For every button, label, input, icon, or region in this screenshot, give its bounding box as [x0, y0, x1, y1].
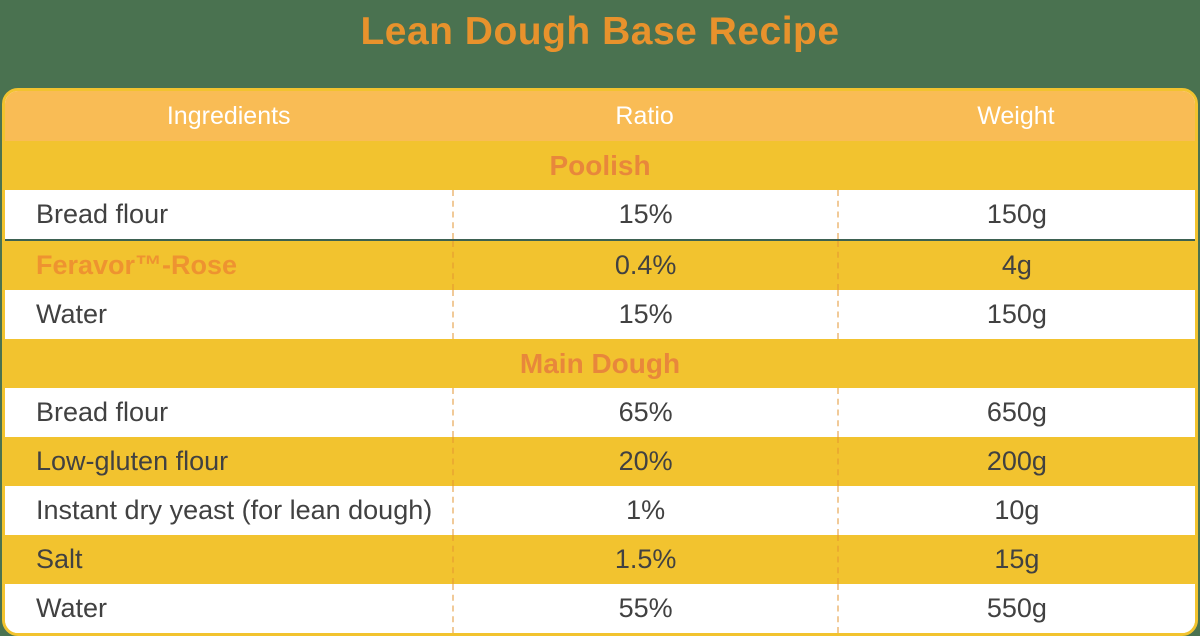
weight-cell: 200g: [836, 437, 1195, 486]
ratio-cell: 1.5%: [452, 535, 836, 584]
ratio-cell: 0.4%: [452, 241, 836, 290]
page-title: Lean Dough Base Recipe: [360, 10, 840, 53]
table-header-row: Ingredients Ratio Weight: [5, 91, 1195, 141]
ingredient-cell: Water: [36, 299, 108, 329]
table-body: Poolish Bread flour 15% 150g Feravor™-Rose 0.…: [5, 141, 1195, 633]
ingredient-cell: Low-gluten flour: [36, 446, 229, 476]
table-row: Bread flour 15% 150g: [5, 190, 1195, 239]
weight-cell: 4g: [836, 241, 1195, 290]
ingredient-cell: Salt: [36, 544, 83, 574]
table-row: Water 15% 150g: [5, 290, 1195, 339]
ingredient-cell: Bread flour: [36, 397, 169, 427]
section-row: Poolish: [5, 141, 1195, 190]
weight-cell: 150g: [836, 190, 1195, 239]
weight-cell: 150g: [836, 290, 1195, 339]
ingredient-cell: Feravor™-Rose: [36, 250, 238, 280]
table-row: Bread flour 65% 650g: [5, 388, 1195, 437]
ingredient-cell: Water: [36, 593, 108, 623]
ratio-cell: 20%: [452, 437, 836, 486]
weight-cell: 550g: [836, 584, 1195, 633]
recipe-table: Ingredients Ratio Weight Poolish Bread fl…: [2, 88, 1198, 636]
ingredient-cell: Bread flour: [36, 199, 169, 229]
weight-cell: 10g: [836, 486, 1195, 535]
ratio-cell: 55%: [452, 584, 836, 633]
column-header-weight: Weight: [977, 101, 1055, 130]
ingredient-cell: Instant dry yeast (for lean dough): [36, 495, 433, 525]
table-row: Feravor™-Rose 0.4% 4g: [5, 239, 1195, 290]
ratio-cell: 15%: [452, 190, 836, 239]
table-row: Water 55% 550g: [5, 584, 1195, 633]
table-row: Low-gluten flour 20% 200g: [5, 437, 1195, 486]
ratio-cell: 15%: [452, 290, 836, 339]
section-row: Main Dough: [5, 339, 1195, 388]
weight-cell: 650g: [836, 388, 1195, 437]
ratio-cell: 1%: [452, 486, 836, 535]
column-header-ingredients: Ingredients: [166, 101, 291, 130]
table-row: Instant dry yeast (for lean dough) 1% 10g: [5, 486, 1195, 535]
ratio-cell: 65%: [452, 388, 836, 437]
weight-cell: 15g: [836, 535, 1195, 584]
table-row: Salt 1.5% 15g: [5, 535, 1195, 584]
column-header-ratio: Ratio: [615, 101, 674, 130]
